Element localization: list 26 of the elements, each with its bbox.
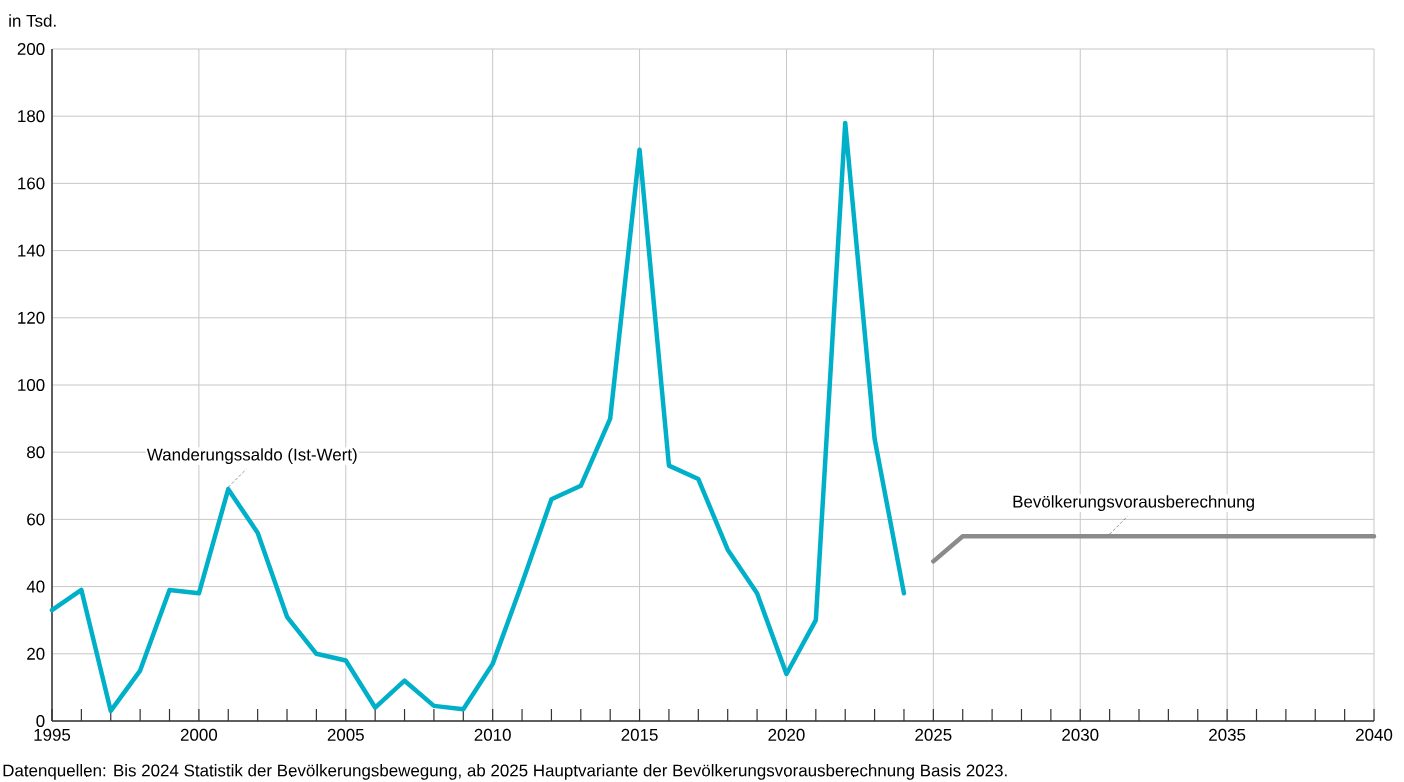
y-tick-label: 200 <box>17 43 45 55</box>
x-tick-label: 2000 <box>180 728 218 741</box>
annotation: Bevölkerungsvorausberechnung <box>1013 495 1254 511</box>
y-tick-label: 140 <box>18 244 45 257</box>
x-tick-label: 2030 <box>1062 728 1099 741</box>
y-tick-label: 180 <box>18 110 45 123</box>
y-tick-label: 160 <box>18 177 45 190</box>
y-tick-label: 60 <box>27 513 45 526</box>
x-tick-label: 2020 <box>768 728 805 741</box>
x-tick-label: 2025 <box>915 728 952 741</box>
x-tick-label: 2035 <box>1209 728 1246 741</box>
x-tick-label: 2010 <box>474 728 511 741</box>
x-tick-label: 1995 <box>34 728 71 741</box>
x-tick-label: 2040 <box>1356 728 1393 741</box>
text: Datenquellen: Bis 2024 Statistik der Bevölkerungsbewegung, ab 2025 Hauptvariante der Bevölkerungsvorausberechnung Basis 2023. <box>3 764 1007 780</box>
annotation: Wanderungssaldo (Ist-Wert) <box>146 448 357 464</box>
x-tick-label: 2015 <box>621 728 658 741</box>
y-tick-label: 20 <box>27 647 45 660</box>
y-tick-label: 40 <box>26 580 45 593</box>
y-tick-label: 120 <box>18 311 45 324</box>
y-tick-label: 0 <box>36 715 45 727</box>
y-tick-label: 100 <box>18 379 45 391</box>
x-tick-label: 2005 <box>327 728 364 741</box>
y-tick-label: 80 <box>27 446 45 459</box>
line-series <box>49 120 907 714</box>
y-axis-title: in Tsd. <box>9 14 56 27</box>
